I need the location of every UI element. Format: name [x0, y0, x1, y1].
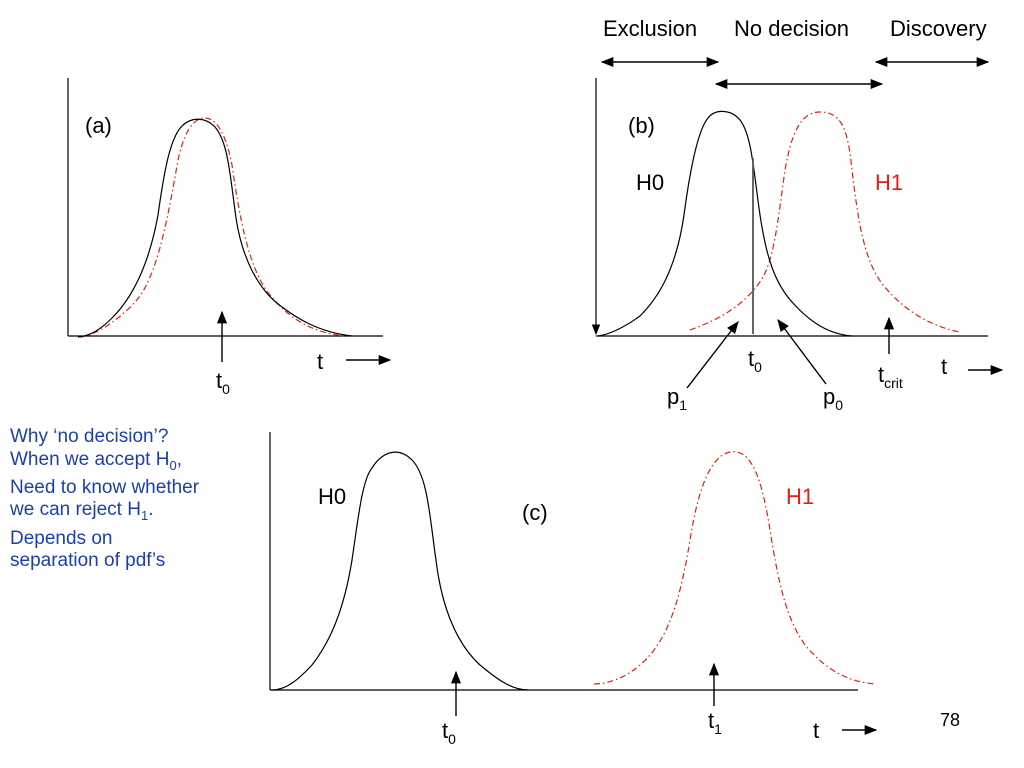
- panel-c: H0 H1 (c) t t0 t1: [269, 432, 878, 747]
- note-line: Why ‘no decision’?: [10, 426, 169, 447]
- panel-c-h1-curve: [593, 451, 877, 685]
- region-no-decision-label: No decision: [734, 16, 849, 41]
- panel-b-axis-var: t: [941, 354, 947, 379]
- panel-c-label: (c): [522, 500, 548, 525]
- panel-b: Exclusion No decision Discovery (b) H0 H…: [591, 16, 1004, 413]
- region-exclusion-label: Exclusion: [603, 16, 697, 41]
- slide-number: 78: [940, 710, 960, 730]
- note-line: separation of pdf’s: [10, 550, 166, 572]
- panel-a: (a) t t0: [67, 78, 392, 397]
- panel-a-h0-curve: [77, 118, 353, 338]
- note-line: When we accept H0,: [10, 448, 182, 473]
- panel-b-p1-label: p1: [667, 384, 687, 413]
- panel-c-h0-label: H0: [318, 484, 346, 509]
- panel-b-h0-label: H0: [636, 170, 664, 195]
- note-line: Need to know whether: [10, 476, 200, 498]
- note-line: Depends on: [10, 527, 113, 549]
- note-line: we can reject H1.: [10, 499, 154, 524]
- panel-b-t0-label: t0: [748, 346, 762, 375]
- panel-b-h1-curve: [689, 111, 961, 333]
- region-discovery-label: Discovery: [890, 16, 987, 41]
- panel-c-axis-var: t: [813, 718, 819, 743]
- explanation-notes: Why ‘no decision’? When we accept H0, Ne…: [10, 426, 260, 573]
- panel-b-h1-label: H1: [875, 170, 903, 195]
- panel-a-h1-curve: [79, 117, 346, 338]
- panel-c-t1-label: t1: [708, 708, 722, 737]
- panel-b-h0-curve: [597, 110, 853, 337]
- panel-b-p0-arrow: [777, 318, 827, 385]
- panel-c-h1-label: H1: [786, 484, 814, 509]
- panel-b-label: (b): [628, 113, 655, 138]
- panel-b-p1-arrow: [686, 321, 739, 389]
- panel-c-h0-curve: [271, 451, 529, 691]
- panel-b-p0-label: p0: [823, 384, 843, 413]
- panel-a-axis-var: t: [317, 349, 323, 374]
- panel-a-label: (a): [85, 113, 112, 138]
- panel-c-t0-label: t0: [442, 718, 456, 747]
- panel-a-t0-label: t0: [216, 368, 230, 397]
- panel-b-tcrit-label: tcrit: [878, 362, 903, 391]
